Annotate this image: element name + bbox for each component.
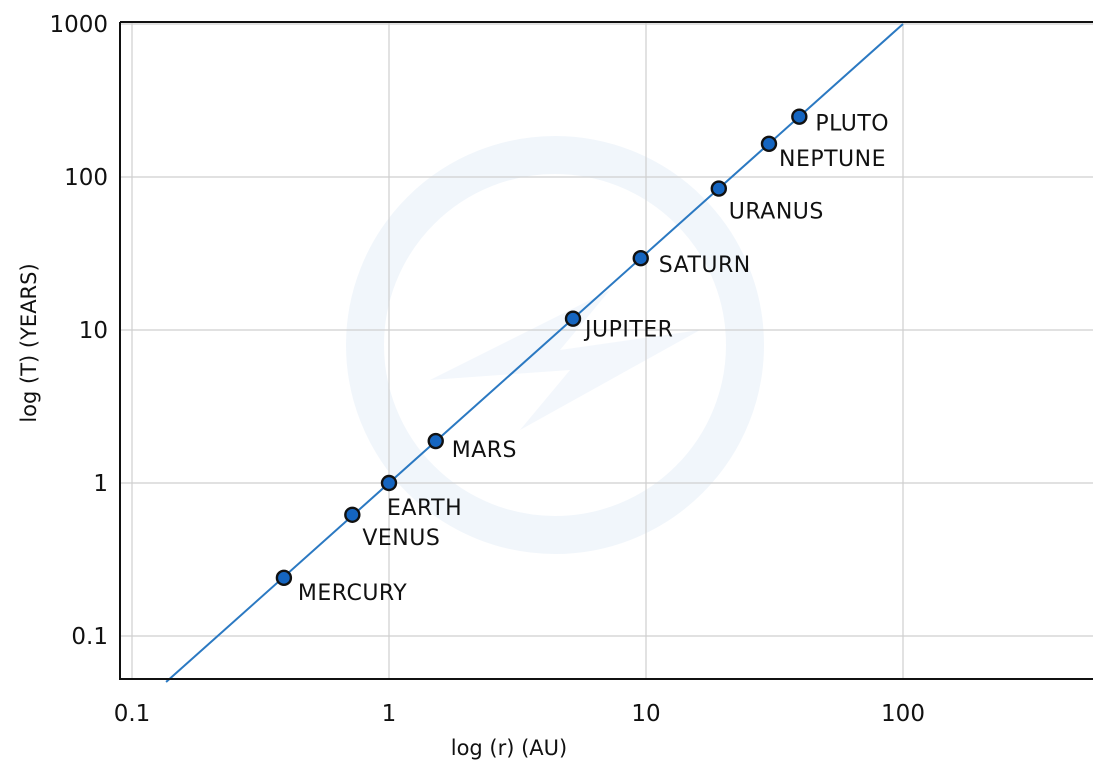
point-label-neptune: NEPTUNE <box>779 147 886 172</box>
data-point-jupiter <box>564 310 582 327</box>
data-point-pluto <box>791 108 808 125</box>
watermark-logo <box>346 136 764 554</box>
x-tick-label: 10 <box>631 701 660 727</box>
point-label-mars: MARS <box>452 438 517 463</box>
data-point-mars <box>427 432 444 450</box>
x-tick-label: 0.1 <box>114 701 151 727</box>
y-tick-label: 1 <box>93 471 108 497</box>
watermark-bolt <box>430 290 700 430</box>
fit-line <box>165 23 904 683</box>
y-tick-labels: 0.1 1 10 100 1000 <box>49 12 108 650</box>
point-label-mercury: MERCURY <box>298 581 407 606</box>
x-tick-labels: 0.1 1 10 100 <box>114 701 925 727</box>
point-label-earth: EARTH <box>387 496 462 521</box>
watermark-ring <box>346 136 764 554</box>
point-label-uranus: URANUS <box>729 200 824 225</box>
y-tick-label: 1000 <box>49 12 108 38</box>
data-point-mercury <box>275 569 293 587</box>
y-axis-label: log (T) (YEARS) <box>17 263 41 422</box>
x-tick-label: 100 <box>881 701 925 727</box>
point-label-saturn: SATURN <box>659 253 751 278</box>
data-point-neptune <box>760 135 778 153</box>
plot-frame <box>119 21 1093 680</box>
point-label-venus: VENUS <box>362 526 440 551</box>
point-label-jupiter: JUPITER <box>583 318 673 343</box>
y-tick-label: 0.1 <box>71 624 108 650</box>
data-points <box>275 108 808 587</box>
fit-line-group <box>165 23 904 683</box>
y-tick-label: 100 <box>64 165 108 191</box>
x-tick-label: 1 <box>382 701 397 727</box>
x-axis-label: log (r) (AU) <box>451 736 568 760</box>
data-point-saturn <box>632 250 649 267</box>
y-tick-label: 10 <box>79 318 108 344</box>
data-point-venus <box>344 506 361 523</box>
data-point-earth <box>380 474 398 492</box>
axes-frame <box>119 21 1093 680</box>
grid-lines <box>120 22 1093 679</box>
point-labels: MERCURY VENUS EARTH MARS JUPITER SATURN URANUS… <box>298 112 889 606</box>
point-label-pluto: PLUTO <box>815 112 889 137</box>
data-point-uranus <box>710 180 728 197</box>
